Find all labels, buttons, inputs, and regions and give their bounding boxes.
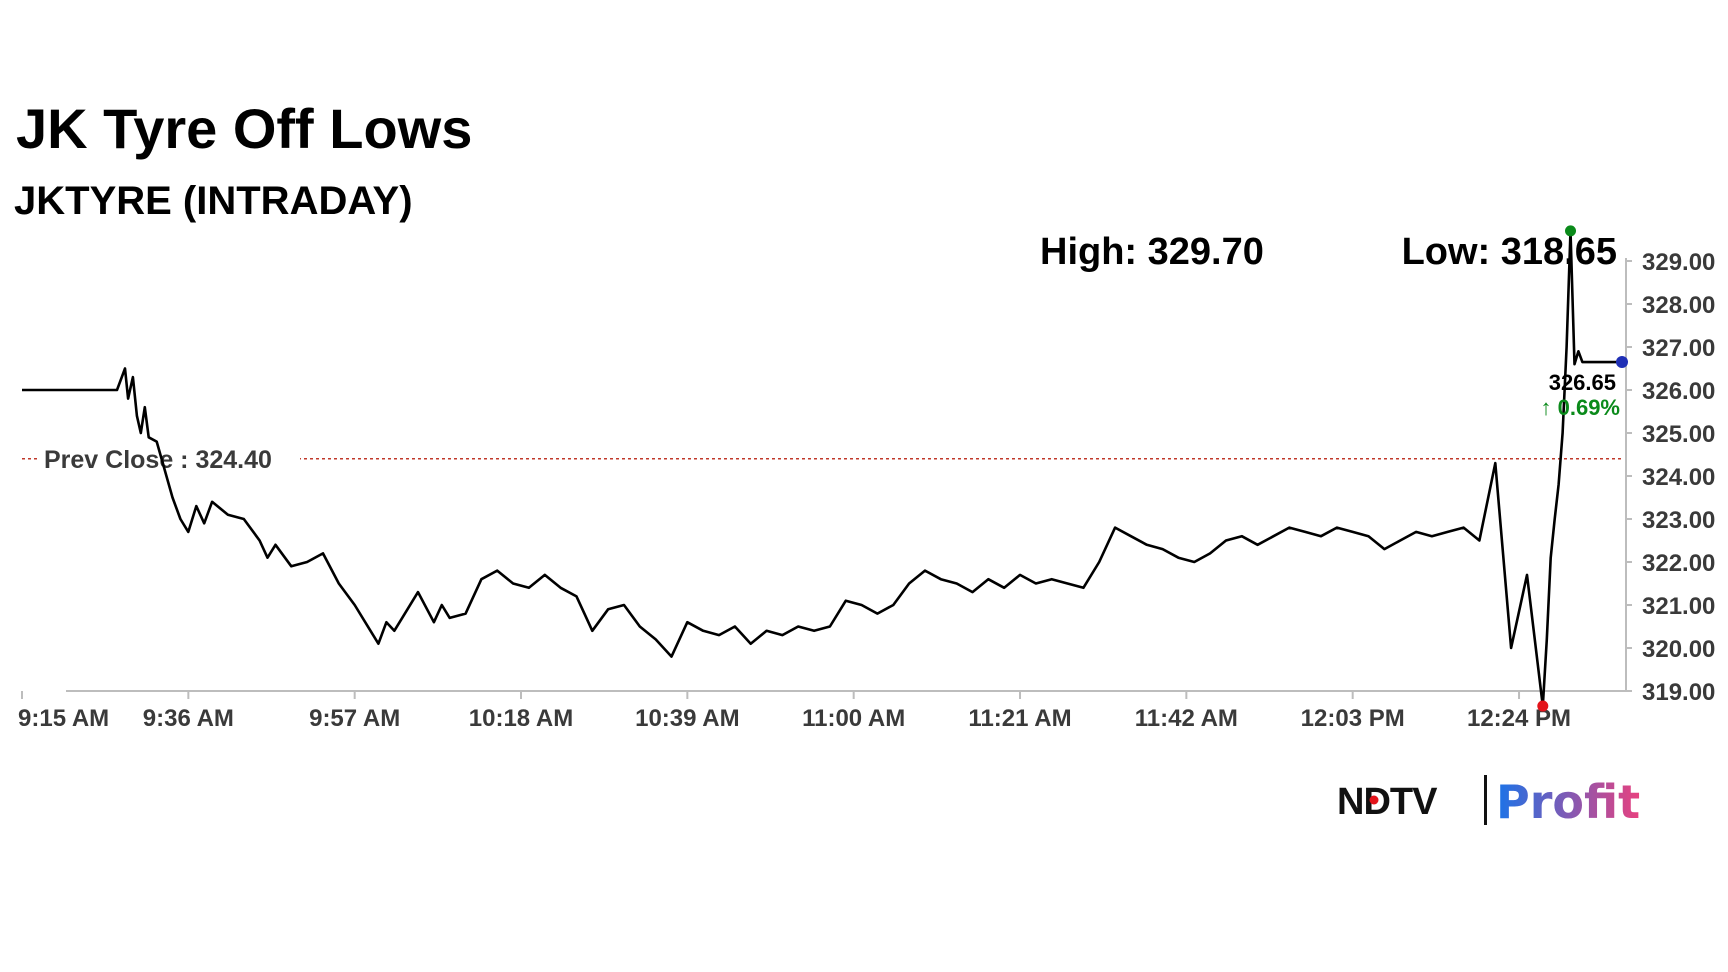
low-marker	[1537, 700, 1549, 712]
y-tick-label: 329.00	[1642, 249, 1715, 276]
chart-title: JK Tyre Off Lows	[16, 97, 472, 160]
x-tick-label: 11:42 AM	[1135, 705, 1238, 732]
profit-logo-text: Profit	[1496, 775, 1640, 829]
x-tick-label: 11:21 AM	[968, 705, 1071, 732]
y-tick-label: 326.00	[1642, 378, 1715, 405]
y-tick-label: 323.00	[1642, 507, 1715, 534]
x-tick-label: 10:18 AM	[469, 705, 573, 732]
price-series-line	[22, 229, 1622, 708]
last-price-label: 326.65	[1549, 370, 1616, 395]
y-tick-label: 324.00	[1642, 464, 1715, 491]
change-percent-label: ↑ 0.69%	[1541, 395, 1621, 420]
y-tick-label: 325.00	[1642, 421, 1715, 448]
y-tick-label: 321.00	[1642, 593, 1715, 620]
y-axis-ticks: 319.00 320.00 321.00 322.00 323.00 324.00 325.…	[1626, 249, 1715, 706]
x-tick-label: 10:39 AM	[635, 705, 739, 732]
ndtv-logo-text: NDTV	[1337, 781, 1438, 823]
high-marker	[1565, 225, 1577, 237]
chart-subtitle: JKTYRE (INTRADAY)	[14, 179, 413, 223]
y-tick-label: 322.00	[1642, 550, 1715, 577]
y-tick-label: 320.00	[1642, 636, 1715, 663]
x-tick-label: 9:57 AM	[309, 705, 400, 732]
logo-divider	[1484, 775, 1487, 825]
x-tick-label: 12:24 PM	[1467, 705, 1571, 732]
ndtv-profit-logo: NDTV Profit	[1337, 775, 1640, 829]
x-tick-label: 12:03 PM	[1301, 705, 1405, 732]
high-label: High: 329.70	[1040, 231, 1264, 273]
y-tick-label: 327.00	[1642, 335, 1715, 362]
low-label: Low: 318.65	[1402, 231, 1617, 273]
x-tick-label: 11:00 AM	[802, 705, 905, 732]
x-tick-label: 9:15 AM	[18, 705, 109, 732]
ndtv-logo-dot	[1369, 795, 1379, 805]
x-axis-ticks: 9:15 AM 9:36 AM 9:57 AM 10:18 AM 10:39 AM 11:…	[18, 691, 1571, 732]
last-price-marker	[1616, 356, 1628, 369]
prev-close-label-bg	[38, 442, 300, 475]
y-tick-label: 319.00	[1642, 679, 1715, 706]
x-tick-label: 9:36 AM	[143, 705, 234, 732]
y-tick-label: 328.00	[1642, 292, 1715, 319]
